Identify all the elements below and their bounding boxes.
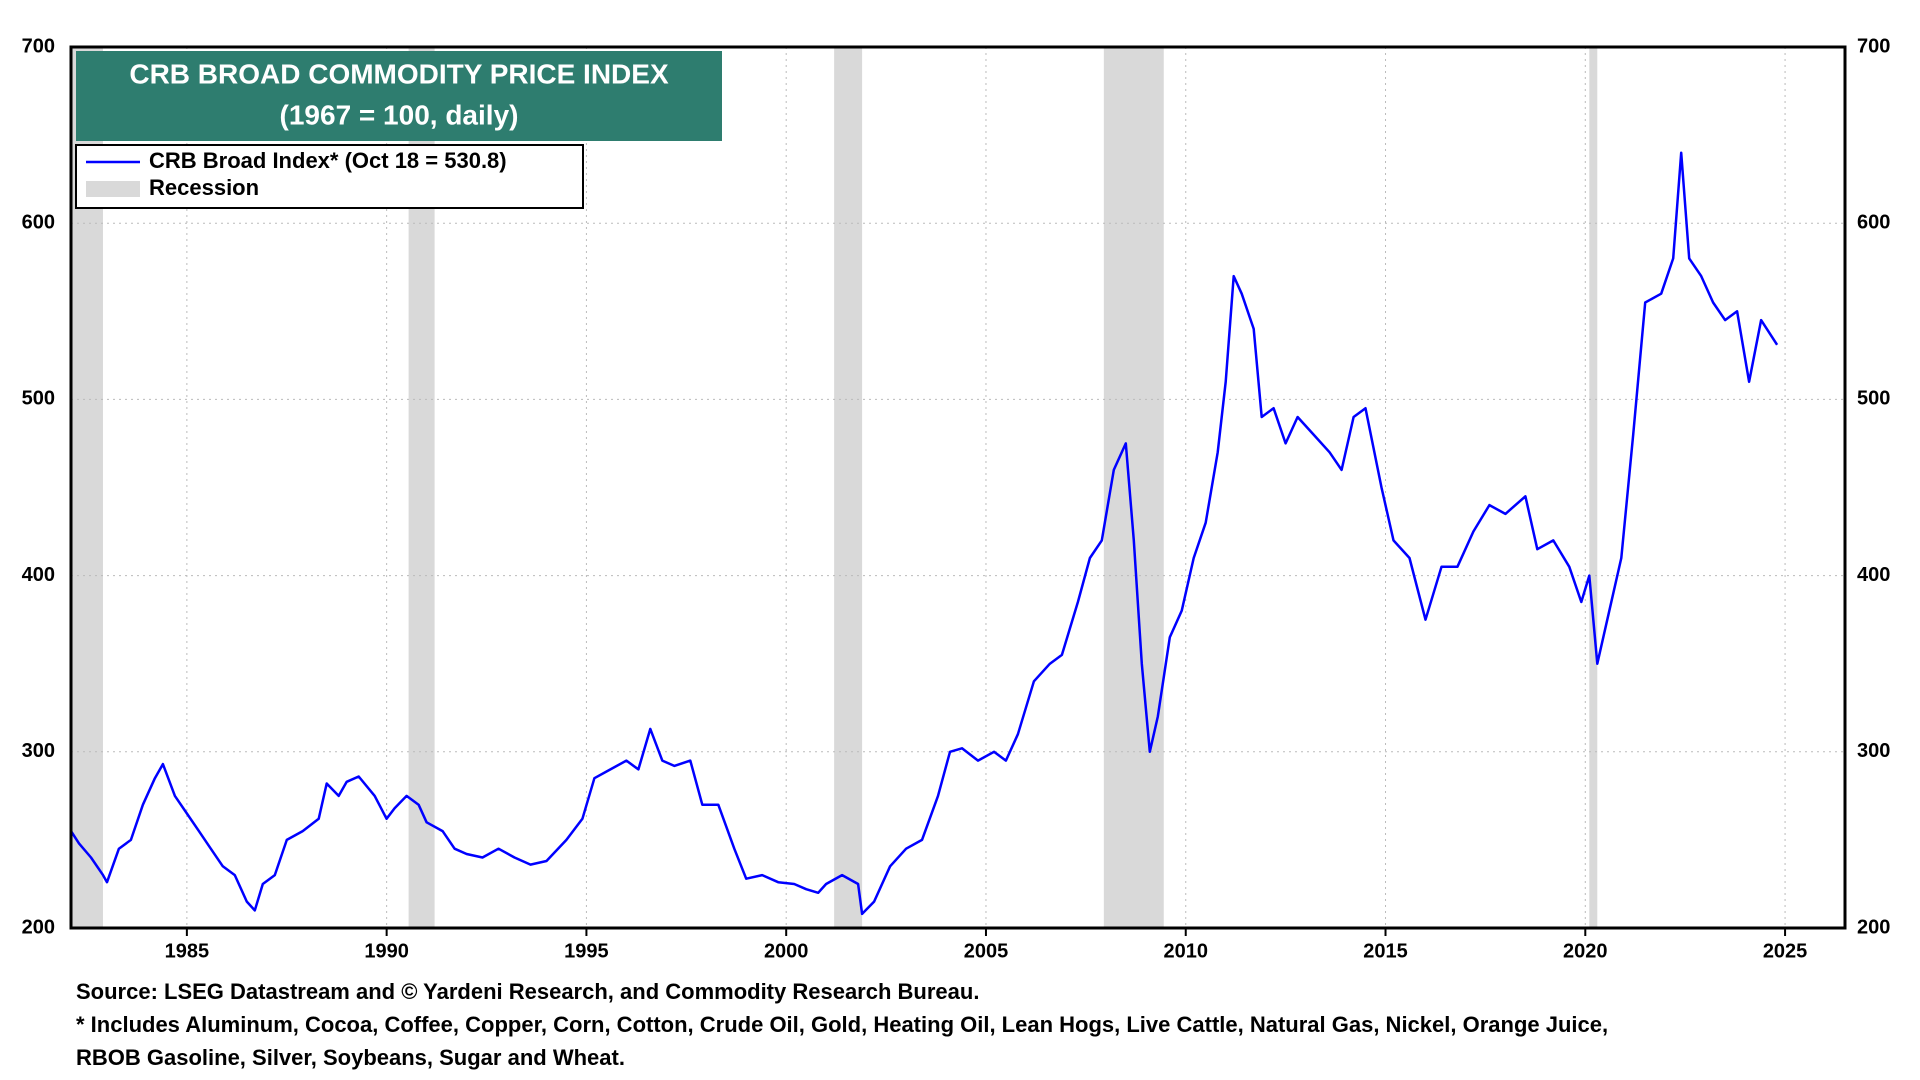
footnote: RBOB Gasoline, Silver, Soybeans, Sugar a… (76, 1045, 625, 1070)
y2-tick-label: 500 (1857, 388, 1890, 410)
recession-band (1103, 47, 1164, 928)
chart-subtitle: (1967 = 100, daily) (280, 99, 519, 130)
y-tick-label: 300 (22, 740, 55, 762)
plot-frame (69, 45, 1847, 930)
x-tick-label: 1990 (364, 940, 409, 962)
x-tick-label: 2015 (1363, 940, 1408, 962)
recession-band (1589, 47, 1598, 928)
legend-box (75, 144, 584, 209)
x-tick-label: 2010 (1163, 940, 1208, 962)
legend-label: Recession (149, 175, 259, 200)
y-tick-label: 700 (22, 35, 55, 57)
x-tick-label: 2025 (1763, 940, 1808, 962)
recession-band (834, 47, 863, 928)
x-tick-label: 2000 (764, 940, 809, 962)
y2-tick-label: 400 (1857, 564, 1890, 586)
legend-swatch (86, 181, 140, 197)
x-tick-label: 1995 (564, 940, 609, 962)
y-tick-label: 400 (22, 564, 55, 586)
y-tick-label: 600 (22, 211, 55, 233)
y-tick-label: 500 (22, 388, 55, 410)
x-tick-label: 1985 (165, 940, 210, 962)
y-tick-label: 200 (22, 916, 55, 938)
x-tick-label: 2005 (964, 940, 1009, 962)
footnote: * Includes Aluminum, Cocoa, Coffee, Copp… (76, 1012, 1608, 1037)
x-tick-label: 2020 (1563, 940, 1608, 962)
y2-tick-label: 300 (1857, 740, 1890, 762)
series-line (69, 151, 1779, 916)
legend-label: CRB Broad Index* (Oct 18 = 530.8) (149, 148, 507, 173)
y2-tick-label: 200 (1857, 916, 1890, 938)
y2-tick-label: 600 (1857, 211, 1890, 233)
y2-tick-label: 700 (1857, 35, 1890, 57)
title-box (76, 51, 722, 141)
chart-title: CRB BROAD COMMODITY PRICE INDEX (129, 58, 669, 89)
footnote: Source: LSEG Datastream and © Yardeni Re… (76, 979, 979, 1004)
